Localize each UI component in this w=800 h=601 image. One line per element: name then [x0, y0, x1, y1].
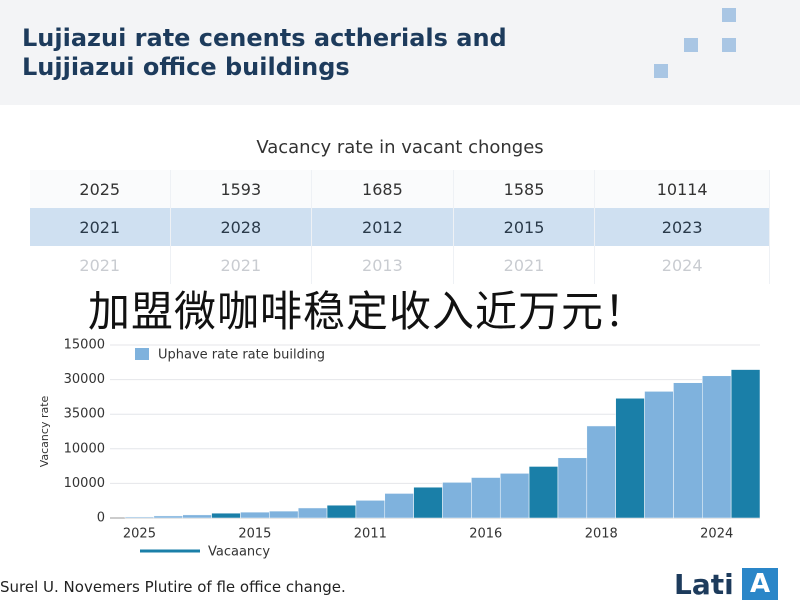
table-cell: 2025: [30, 170, 171, 208]
decor: [722, 8, 736, 22]
bar: [211, 512, 241, 519]
bar: [326, 504, 357, 519]
y-tick-label: 10000: [64, 476, 105, 491]
table-cell: 1585: [453, 170, 596, 208]
y-axis-label: Vacancy rate: [38, 395, 51, 467]
bar: [499, 473, 530, 519]
bar: [182, 514, 212, 519]
bar: [240, 511, 270, 519]
decor: [722, 38, 736, 52]
y-tick-label: 0: [97, 511, 105, 526]
bar: [528, 466, 559, 519]
title: Lujiazui rate cenents actherials and: [22, 24, 507, 52]
chart: 0 10000 10000 35000 30000 15000 Vacancy rate 20…: [38, 338, 761, 560]
x-tick-label: 2016: [469, 527, 502, 542]
legend-swatch: [135, 348, 149, 360]
table-cell: 2012: [311, 208, 454, 246]
y-tick-label: 35000: [64, 407, 105, 422]
y-tick-label: 10000: [64, 441, 105, 456]
bar: [355, 500, 386, 519]
bar: [297, 507, 328, 519]
logo: Lati: [674, 568, 734, 601]
table-cell: 2013: [311, 246, 454, 284]
table-row: 2025 1593 1685 1585 10114: [30, 170, 770, 208]
y-tick-label: 15000: [64, 338, 105, 353]
title: Lujjiazui office buildings: [22, 53, 350, 81]
table-cell: 2021: [30, 246, 171, 284]
table-cell: 2021: [453, 246, 596, 284]
y-tick-label: 30000: [64, 372, 105, 387]
x-tick-label: 2025: [123, 527, 156, 542]
source: Surel U. Novemers Plutire of fle office …: [0, 578, 346, 596]
bar: [557, 457, 588, 519]
overlay-text: 加盟微咖啡稳定收入近万元！: [88, 287, 648, 336]
x-tick-label: 2018: [585, 527, 618, 542]
logo-mark: A: [742, 568, 778, 600]
decor: [654, 64, 668, 78]
table-cell: 10114: [594, 170, 770, 208]
bar: [413, 486, 443, 519]
bar: [644, 391, 674, 519]
bar: [615, 398, 645, 519]
table-cell: 2023: [594, 208, 770, 246]
bar: [269, 510, 299, 519]
table-cell: 2024: [594, 246, 770, 284]
legend-label: Vacaancy: [208, 545, 270, 560]
bar: [471, 477, 501, 519]
table-cell: 2028: [170, 208, 313, 246]
decor: [684, 38, 698, 52]
table: 2025 1593 1685 1585 10114 2021 2028 2012 2015 202…: [30, 170, 770, 284]
table-title: Vacancy rate in vacant chonges: [256, 137, 544, 158]
bar: [153, 515, 183, 519]
bar: [124, 516, 155, 519]
bar: [673, 382, 703, 519]
table-cell: 2021: [30, 208, 171, 246]
bar: [586, 425, 616, 519]
header: Lujiazui rate cenents actherials and Luj…: [0, 0, 800, 105]
legend-label: Uphave rate rate building: [158, 348, 325, 363]
x-tick-label: 2024: [700, 527, 733, 542]
x-tick-label: 2011: [354, 527, 387, 542]
bar: [384, 493, 414, 519]
table-cell: 2021: [170, 246, 313, 284]
bar: [730, 369, 761, 519]
table-cell: 1685: [311, 170, 454, 208]
bar: [702, 375, 732, 519]
bar: [442, 482, 472, 519]
table-row: 2021 2021 2013 2021 2024: [30, 246, 770, 284]
x-tick-label: 2015: [238, 527, 271, 542]
table-cell: 2015: [453, 208, 596, 246]
table-cell: 1593: [170, 170, 313, 208]
table-row: 2021 2028 2012 2015 2023: [30, 208, 770, 246]
